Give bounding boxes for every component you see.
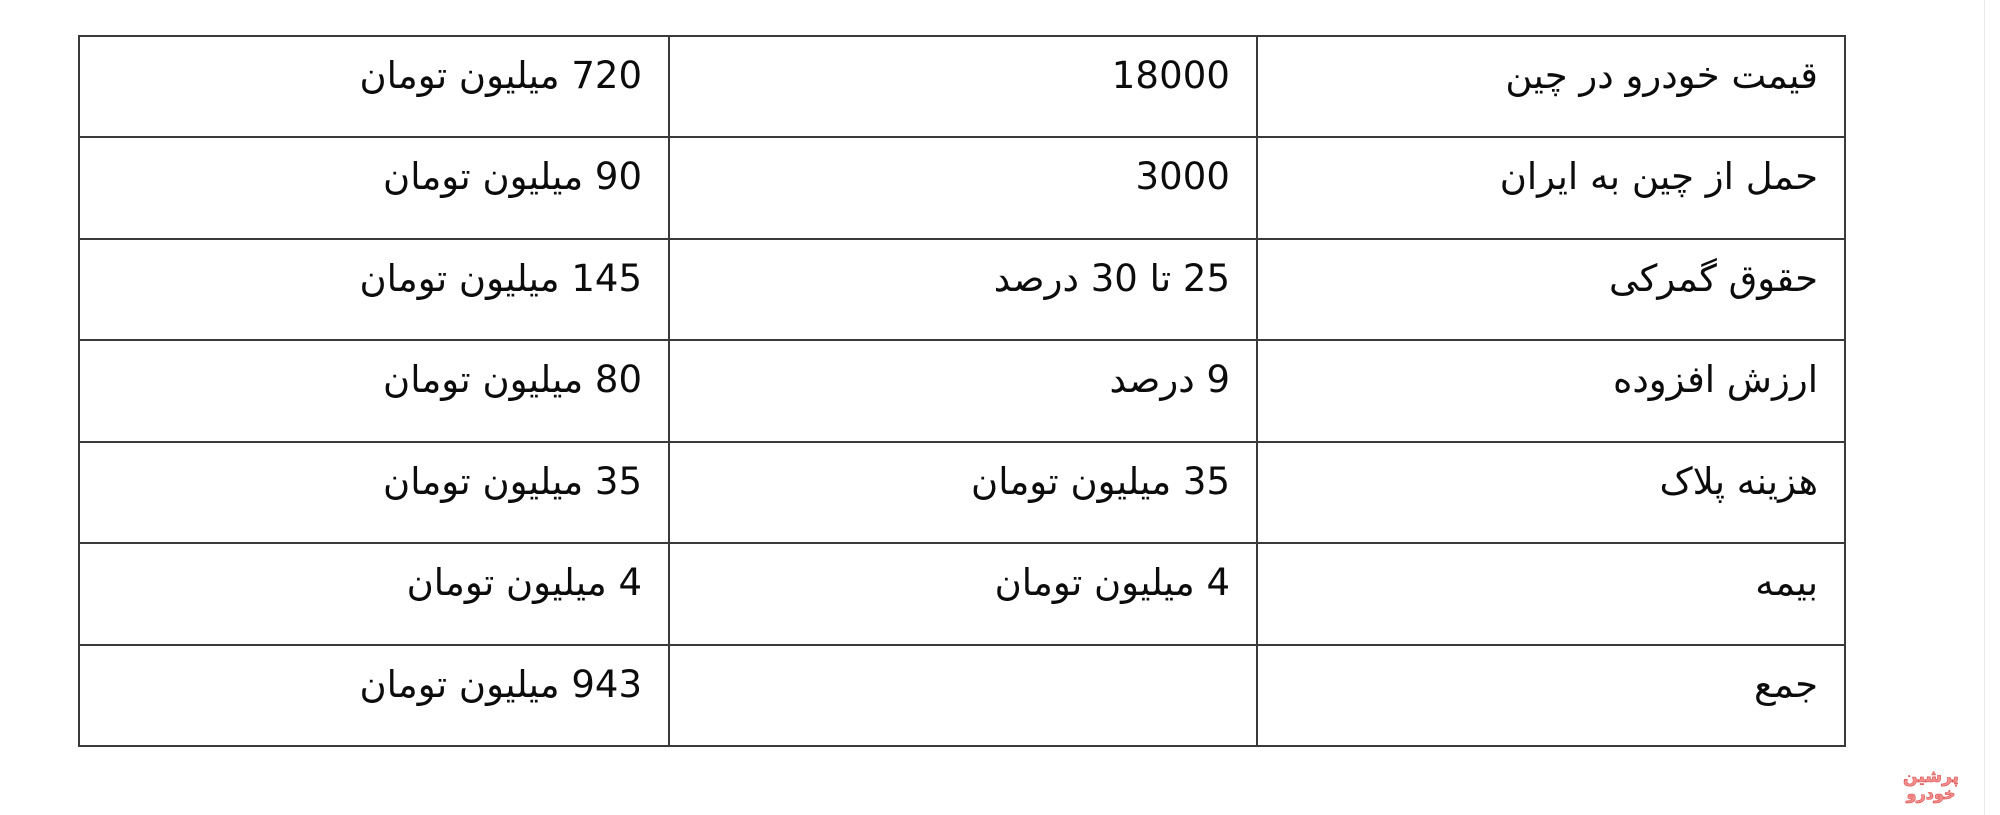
cell-amount: 145 میلیون تومان [78,237,670,342]
cell-amount-total: 943 میلیون تومان [78,643,670,748]
cell-rate: 25 تا 30 درصد [668,237,1258,342]
watermark-line-2: خودرو [1906,784,1956,803]
table-row: هزینه پلاک 35 میلیون تومان 35 میلیون توم… [78,440,1846,545]
cell-label: هزینه پلاک [1256,440,1846,545]
table-row: حقوق گمرکی 25 تا 30 درصد 145 میلیون توما… [78,237,1846,342]
row-rate-text: 18000 [1111,54,1230,97]
table-row: بیمه 4 میلیون تومان 4 میلیون تومان [78,542,1846,646]
cost-breakdown-table: قیمت خودرو در چین 18000 720 میلیون تومان… [78,34,1846,748]
page-edge-line [1984,0,1985,815]
watermark-logo: پرشین خودرو [1888,768,1974,808]
row-label-text: بیمه [1755,561,1818,605]
cell-label: حمل از چین به ایران [1256,136,1846,240]
row-amount-text: 943 میلیون تومان [359,662,642,706]
row-label-text: ارزش افزوده [1612,358,1818,402]
cell-rate-total [668,643,1258,748]
row-rate-text: 25 تا 30 درصد [993,256,1230,300]
row-amount-text: 35 میلیون تومان [383,459,642,503]
table-row-total: جمع 943 میلیون تومان [78,643,1846,748]
row-rate-text: 3000 [1135,155,1230,199]
cell-rate: 9 درصد [668,339,1258,443]
cell-amount: 720 میلیون تومان [78,34,670,139]
row-amount-text: 90 میلیون تومان [383,155,642,199]
watermark-line-1: پرشین [1903,767,1960,787]
row-label-text: حقوق گمرکی [1608,256,1818,300]
row-label-text: حمل از چین به ایران [1499,155,1818,199]
cell-label: ارزش افزوده [1256,339,1846,443]
cell-label: بیمه [1256,542,1846,646]
row-amount-text: 720 میلیون تومان [359,54,642,97]
table-row: قیمت خودرو در چین 18000 720 میلیون تومان [78,34,1846,139]
table-row: ارزش افزوده 9 درصد 80 میلیون تومان [78,339,1846,443]
row-amount-text: 145 میلیون تومان [359,256,642,300]
cell-label-total: جمع [1256,643,1846,748]
row-amount-text: 80 میلیون تومان [383,358,642,402]
cost-table-container: قیمت خودرو در چین 18000 720 میلیون تومان… [78,34,1846,748]
row-amount-text: 4 میلیون تومان [406,561,642,605]
row-label-text: جمع [1754,662,1818,706]
cell-amount: 4 میلیون تومان [78,542,670,646]
cell-rate: 35 میلیون تومان [668,440,1258,545]
cell-rate: 3000 [668,136,1258,240]
cell-amount: 80 میلیون تومان [78,339,670,443]
row-rate-text: 9 درصد [1109,358,1230,402]
row-label-text: هزینه پلاک [1659,459,1818,503]
row-rate-text: 4 میلیون تومان [994,561,1230,605]
cell-rate: 4 میلیون تومان [668,542,1258,646]
cell-rate: 18000 [668,34,1258,139]
cell-label: حقوق گمرکی [1256,237,1846,342]
table-body: قیمت خودرو در چین 18000 720 میلیون تومان… [78,34,1846,748]
row-rate-text [696,646,1230,660]
table-row: حمل از چین به ایران 3000 90 میلیون تومان [78,136,1846,240]
cell-amount: 90 میلیون تومان [78,136,670,240]
cell-amount: 35 میلیون تومان [78,440,670,545]
row-label-text: قیمت خودرو در چین [1505,54,1818,97]
cell-label: قیمت خودرو در چین [1256,34,1846,139]
row-rate-text: 35 میلیون تومان [971,459,1230,503]
